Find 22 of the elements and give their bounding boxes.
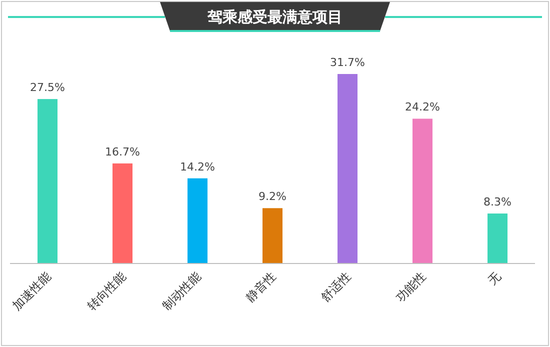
x-tick-label: 转向性能	[84, 269, 129, 314]
data-label: 9.2%	[258, 190, 286, 204]
bar	[412, 118, 432, 263]
bar	[262, 208, 282, 263]
data-label: 31.7%	[330, 56, 365, 69]
x-tick-label: 无	[485, 269, 504, 288]
x-tick-label: 加速性能	[10, 269, 54, 314]
x-tick-label: 功能性	[393, 269, 429, 305]
bar	[488, 214, 508, 263]
bar	[188, 178, 208, 263]
data-label: 8.3%	[484, 196, 512, 209]
chart-title: 驾乘感受最满意项目	[206, 8, 342, 26]
x-tick-label: 制动性能	[160, 269, 204, 314]
bar	[38, 99, 58, 263]
data-label: 16.7%	[105, 145, 140, 158]
data-label: 24.2%	[405, 100, 440, 114]
data-label: 27.5%	[30, 81, 65, 94]
bar	[338, 74, 358, 263]
bar	[112, 163, 132, 263]
x-tick-label: 静音性	[243, 269, 279, 305]
x-tick-label: 舒适性	[318, 269, 354, 305]
data-label: 14.2%	[180, 160, 215, 174]
